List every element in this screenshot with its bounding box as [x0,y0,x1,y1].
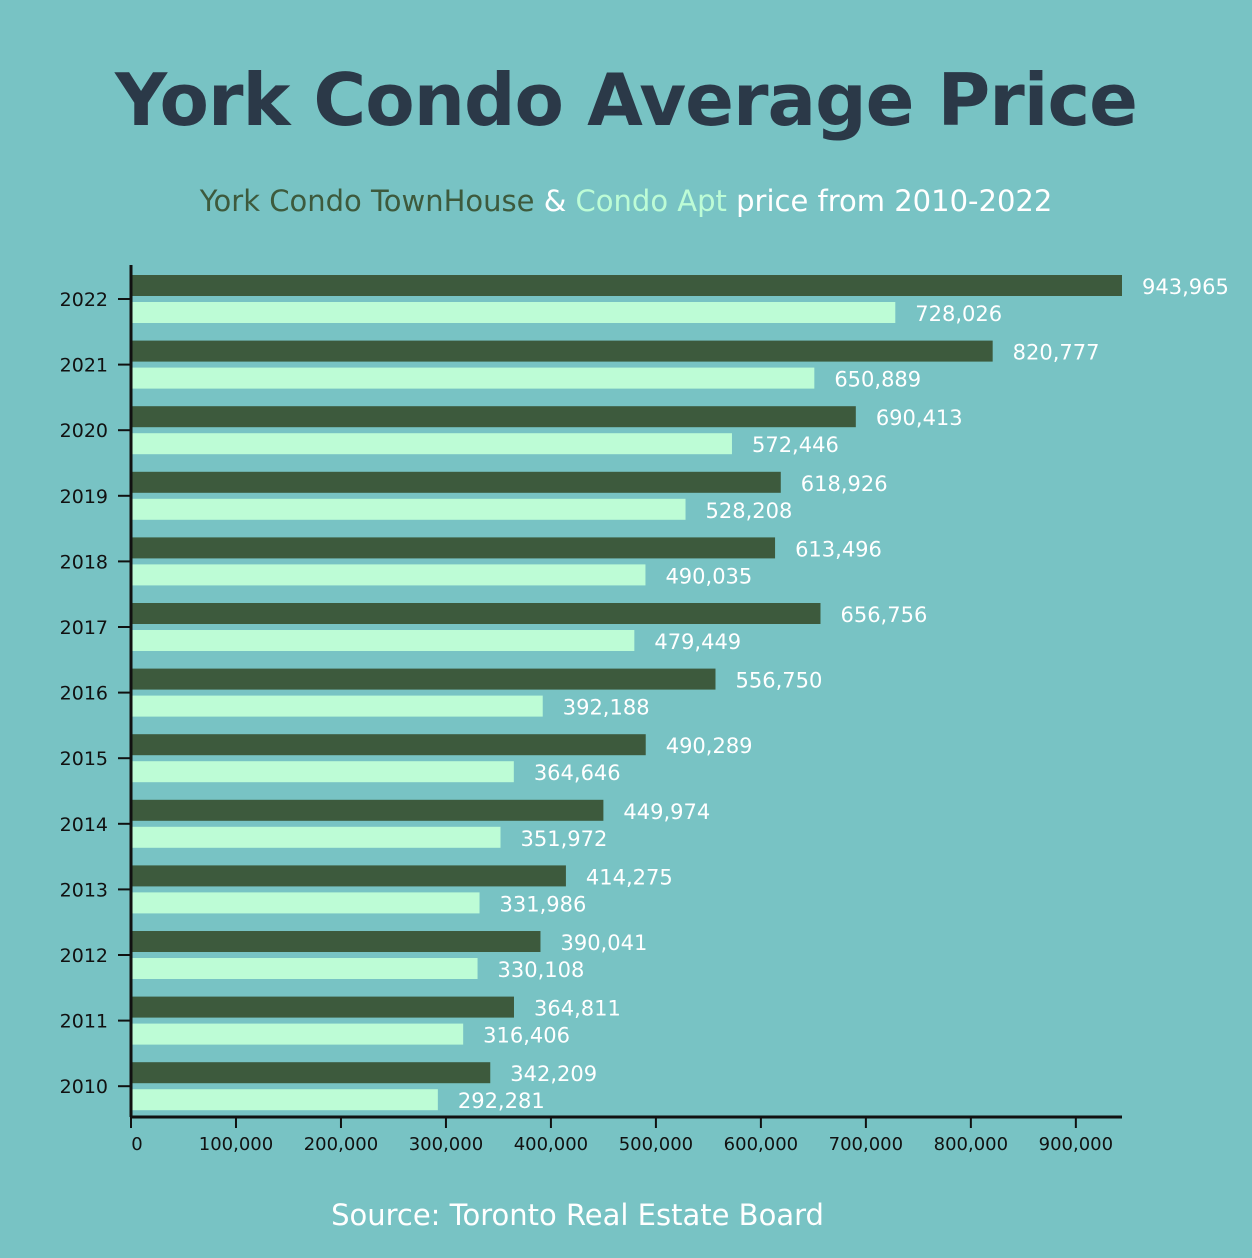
x-tick-label: 400,000 [514,1134,588,1155]
bar-townhouse [131,668,716,690]
x-tick-label: 300,000 [409,1134,483,1155]
x-tick-label: 0 [131,1134,142,1155]
y-tick-label: 2021 [60,355,108,377]
y-tick-label: 2014 [60,814,108,836]
bar-apt [131,498,686,520]
bar-apt [131,564,646,586]
chart-title: York Condo Average Price [114,58,1138,142]
data-label: 728,026 [915,302,1002,326]
subtitle-apt: Condo Apt [575,184,727,218]
data-label: 618,926 [801,472,888,496]
x-tick-label: 900,000 [1039,1134,1113,1155]
bar-apt [131,630,635,651]
bar-townhouse [131,406,856,428]
y-tick-label: 2018 [60,551,108,573]
y-tick-label: 2020 [60,420,108,442]
bar-townhouse [131,865,566,887]
data-label: 364,811 [534,997,621,1021]
bar-townhouse [131,340,993,362]
y-tick-label: 2019 [60,486,108,508]
data-label: 656,756 [840,603,927,627]
x-tick-label: 700,000 [829,1134,903,1155]
y-tick-label: 2010 [60,1076,108,1098]
x-tick-label: 800,000 [934,1134,1008,1155]
y-tick-label: 2022 [60,289,108,311]
y-tick-label: 2016 [60,683,108,705]
bar-townhouse [131,603,821,624]
x-tick-label: 600,000 [724,1134,798,1155]
x-tick-label: 200,000 [304,1134,378,1155]
source-note: Source: Toronto Real Estate Board [331,1198,824,1232]
bar-apt [131,433,732,455]
data-label: 556,750 [735,669,822,693]
data-label: 351,972 [521,827,608,851]
bar-townhouse [131,275,1122,296]
x-tick-label: 500,000 [619,1134,693,1155]
subtitle-townhouse: York Condo TownHouse [199,184,535,218]
bar-townhouse [131,799,604,821]
bar-apt [131,302,896,323]
bar-apt [131,826,501,848]
data-label: 572,446 [752,433,839,457]
y-tick-label: 2017 [60,617,108,639]
y-tick-label: 2011 [60,1011,108,1033]
data-label: 330,108 [498,958,585,982]
data-label: 414,275 [586,865,673,889]
bar-townhouse [131,996,514,1018]
data-label: 364,646 [534,761,621,785]
bar-apt [131,367,815,389]
data-label: 342,209 [510,1062,597,1086]
chart-subtitle: York Condo TownHouse & Condo Apt price f… [0,184,1252,218]
data-label: 943,965 [1142,275,1229,299]
bar-apt [131,892,480,914]
bar-apt [131,958,478,979]
data-label: 650,889 [834,368,921,392]
data-label: 479,449 [654,630,741,654]
bar-townhouse [131,1062,491,1084]
bar-apt [131,1089,438,1111]
bar-townhouse [131,931,541,952]
data-label: 490,289 [666,734,753,758]
x-tick-label: 100,000 [199,1134,273,1155]
subtitle-rest: price from 2010-2022 [726,184,1053,218]
data-label: 292,281 [458,1089,545,1113]
data-label: 820,777 [1013,341,1100,365]
data-label: 490,035 [665,564,752,588]
bar-apt [131,761,514,783]
data-label: 392,188 [563,696,650,720]
data-label: 613,496 [795,537,882,561]
data-label: 449,974 [623,800,710,824]
bar-chart: 2022 943,965 728,026 2021 820,777 650,889 2020… [60,265,1229,1155]
bar-townhouse [131,734,646,756]
bar-apt [131,695,543,717]
y-tick-label: 2015 [60,748,108,770]
data-label: 528,208 [706,499,793,523]
bar-apt [131,1023,464,1045]
data-label: 690,413 [876,406,963,430]
data-label: 331,986 [500,892,587,916]
y-tick-label: 2013 [60,879,108,901]
subtitle-ampersand: & [534,184,576,218]
y-tick-label: 2012 [60,945,108,967]
data-label: 316,406 [483,1024,570,1048]
data-label: 390,041 [560,931,647,955]
bar-townhouse [131,537,776,559]
bar-townhouse [131,471,781,493]
